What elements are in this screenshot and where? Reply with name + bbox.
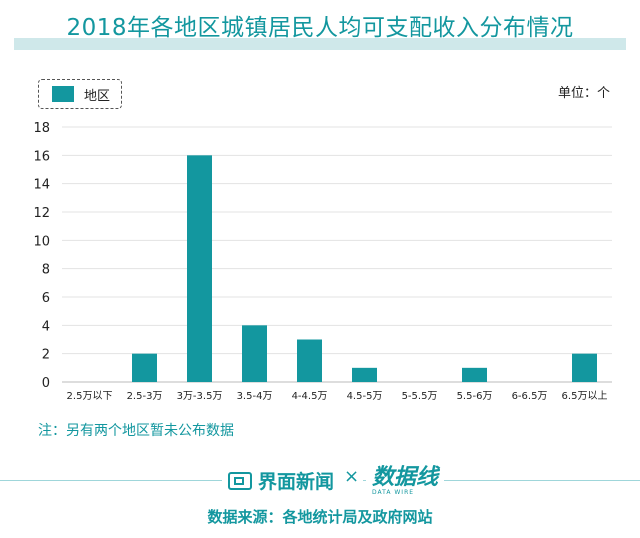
legend: 地区 xyxy=(38,79,122,109)
x-tick-label: 5.5-6万 xyxy=(457,391,493,402)
x-tick-label: 4.5-5万 xyxy=(347,391,383,402)
brand-times-icon: × xyxy=(340,466,364,487)
x-tick-label: 6-6.5万 xyxy=(512,391,548,402)
x-tick-label: 2.5-3万 xyxy=(127,391,163,402)
footnote: 注：另有两个地区暂未公布数据 xyxy=(38,423,234,439)
legend-label: 地区 xyxy=(84,88,111,104)
brand-shujuxian-text: 数据线 xyxy=(372,465,439,490)
y-tick-label: 10 xyxy=(33,234,50,249)
brand-shujuxian-sub: DATA WIRE xyxy=(372,489,415,496)
x-tick-label: 4-4.5万 xyxy=(292,391,328,402)
bar xyxy=(297,339,322,382)
brand-jiemian-text: 界面新闻 xyxy=(258,471,335,493)
y-tick-label: 8 xyxy=(42,263,50,278)
bar xyxy=(187,155,212,382)
bar xyxy=(462,367,487,382)
y-tick-label: 14 xyxy=(33,178,50,193)
brand-jiemian: 界面新闻 xyxy=(222,467,341,494)
chart-title: 2018年各地区城镇居民人均可支配收入分布情况 xyxy=(66,15,574,41)
bar xyxy=(572,353,597,382)
legend-swatch xyxy=(52,86,74,102)
x-tick-label: 6.5万以上 xyxy=(562,390,608,402)
y-tick-label: 16 xyxy=(33,149,50,164)
y-tick-label: 12 xyxy=(33,206,50,221)
brand-shujuxian: 数据线 DATA WIRE xyxy=(366,465,445,496)
title-underline xyxy=(14,38,626,50)
bar xyxy=(132,353,157,382)
jiemian-logo-icon xyxy=(228,471,252,490)
bar-chart: 0 2 4 6 8 10 12 14 16 18 2.5万以下 2.5-3万 3万-3.5万 3.5-4万… xyxy=(33,121,612,402)
x-tick-label: 3.5-4万 xyxy=(237,391,273,402)
x-tick-label: 3万-3.5万 xyxy=(177,391,223,402)
bar xyxy=(242,325,267,382)
y-tick-label: 2 xyxy=(42,348,50,363)
x-tick-label: 5-5.5万 xyxy=(402,391,438,402)
bar xyxy=(352,367,377,382)
data-source: 数据来源：各地统计局及政府网站 xyxy=(207,508,433,526)
y-tick-label: 18 xyxy=(33,121,50,136)
unit-label: 单位：个 xyxy=(557,86,610,101)
y-tick-label: 4 xyxy=(42,319,50,334)
x-tick-label: 2.5万以下 xyxy=(67,391,113,402)
y-tick-label: 0 xyxy=(42,376,50,391)
y-tick-label: 6 xyxy=(42,291,50,306)
title-container: 2018年各地区城镇居民人均可支配收入分布情况 xyxy=(0,8,640,50)
